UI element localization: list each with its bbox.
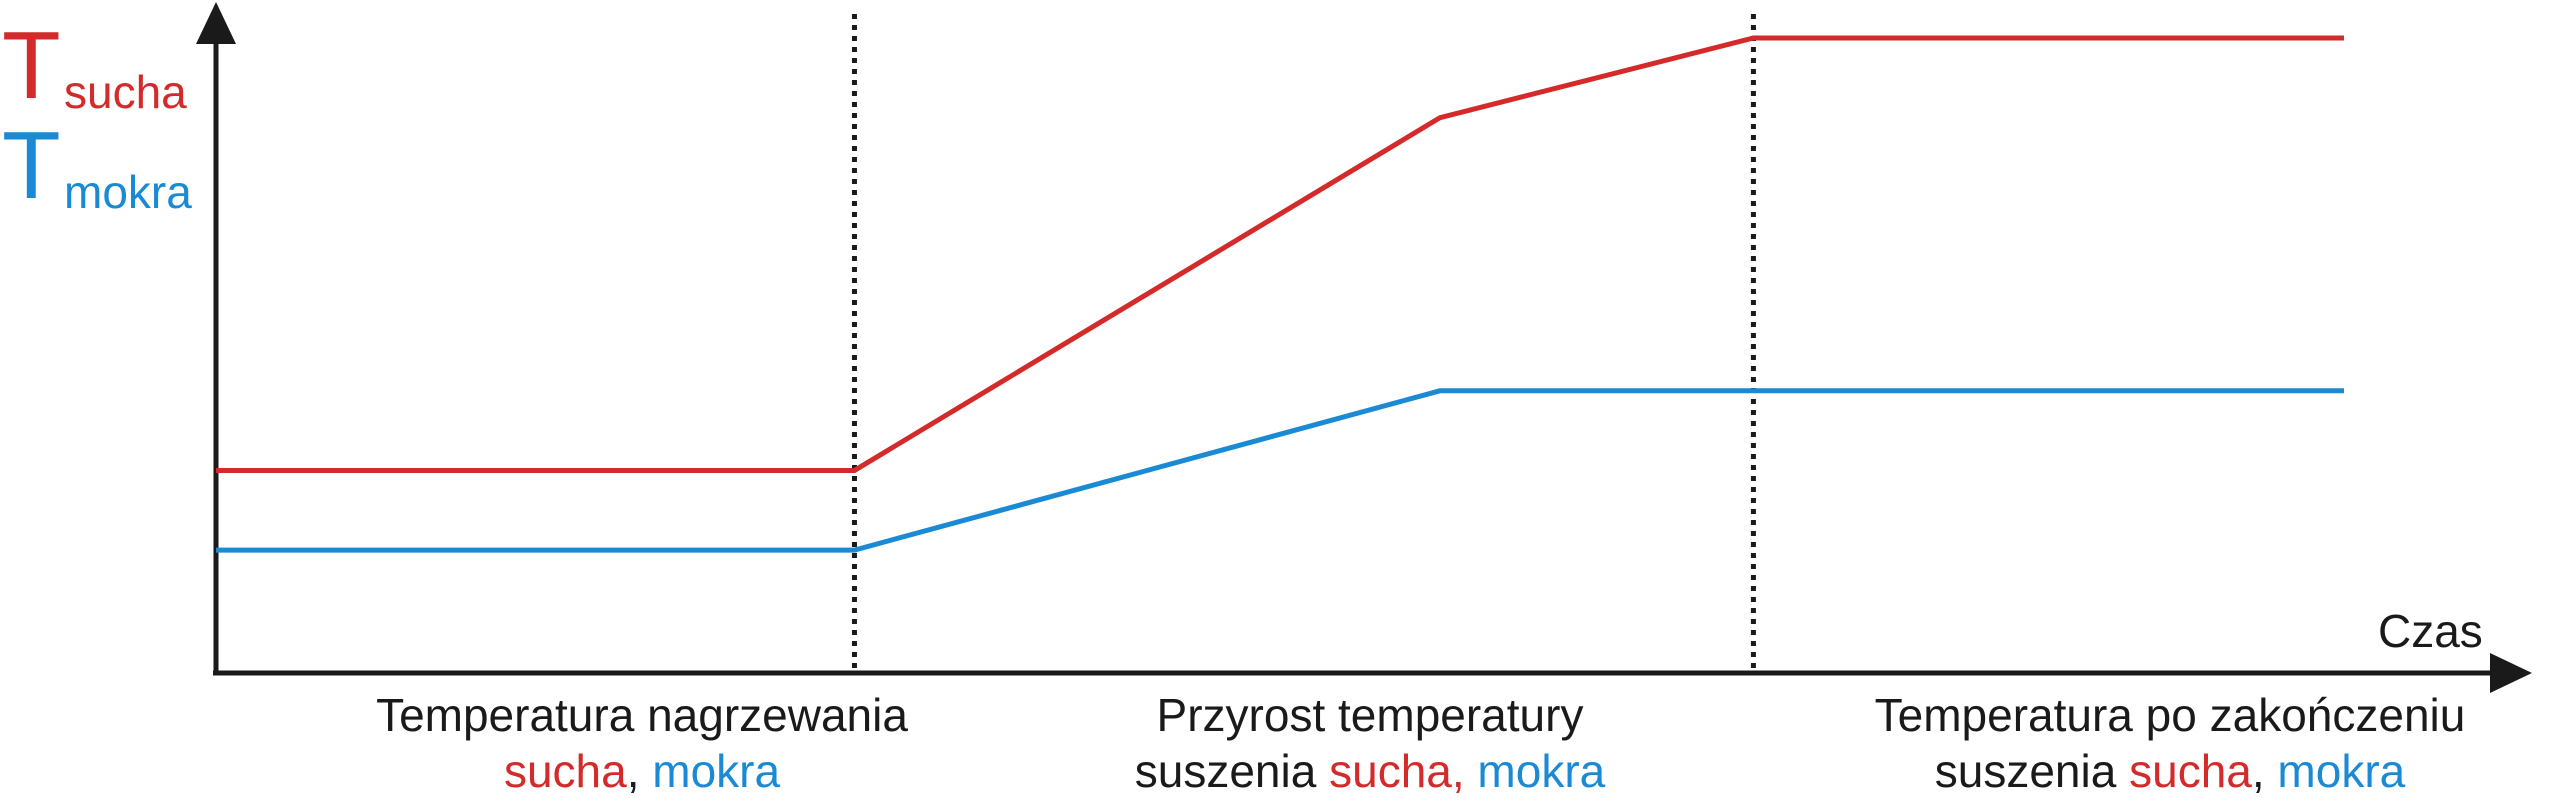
phase-label-segment: suszenia bbox=[1135, 745, 1329, 797]
legend-label: sucha bbox=[64, 66, 187, 118]
legend-symbol: T bbox=[2, 12, 61, 119]
phase-label-line: Temperatura nagrzewania bbox=[376, 689, 908, 741]
series-line-sucha bbox=[216, 35, 2344, 473]
phase-label-segment: , bbox=[627, 745, 653, 797]
phase-label-segment: sucha, bbox=[1329, 745, 1477, 797]
phase-label-segment: mokra bbox=[2277, 745, 2405, 797]
phase-label-segment: Temperatura po zakończeniu bbox=[1875, 689, 2466, 741]
y-axis-arrow bbox=[196, 2, 236, 44]
phase-label-segment: mokra bbox=[652, 745, 780, 797]
phase-label-segment: Przyrost temperatury bbox=[1157, 689, 1584, 741]
x-axis-label: Czas bbox=[2378, 605, 2483, 657]
phase-label-segment: mokra bbox=[1477, 745, 1605, 797]
legend-label: mokra bbox=[64, 166, 192, 218]
phase-label-segment: Temperatura nagrzewania bbox=[376, 689, 908, 741]
x-axis-arrow bbox=[2490, 653, 2532, 693]
phase-boundaries bbox=[851, 14, 1756, 673]
phase-label-line: Temperatura po zakończeniu bbox=[1875, 689, 2466, 741]
phase-label-segment: , bbox=[2252, 745, 2278, 797]
phase-label-line: suszenia sucha, mokra bbox=[1935, 745, 2406, 797]
phase-label-segment: suszenia bbox=[1935, 745, 2129, 797]
series-layer bbox=[216, 35, 2344, 553]
phase-label-segment: sucha bbox=[504, 745, 627, 797]
legend-symbol: T bbox=[2, 112, 61, 219]
phase-label-line: suszenia sucha, mokra bbox=[1135, 745, 1606, 797]
phase-label-line: sucha, mokra bbox=[504, 745, 781, 797]
series-line-mokra bbox=[216, 388, 2344, 553]
phase-label-line: Przyrost temperatury bbox=[1157, 689, 1584, 741]
phase-label-segment: sucha bbox=[2129, 745, 2252, 797]
